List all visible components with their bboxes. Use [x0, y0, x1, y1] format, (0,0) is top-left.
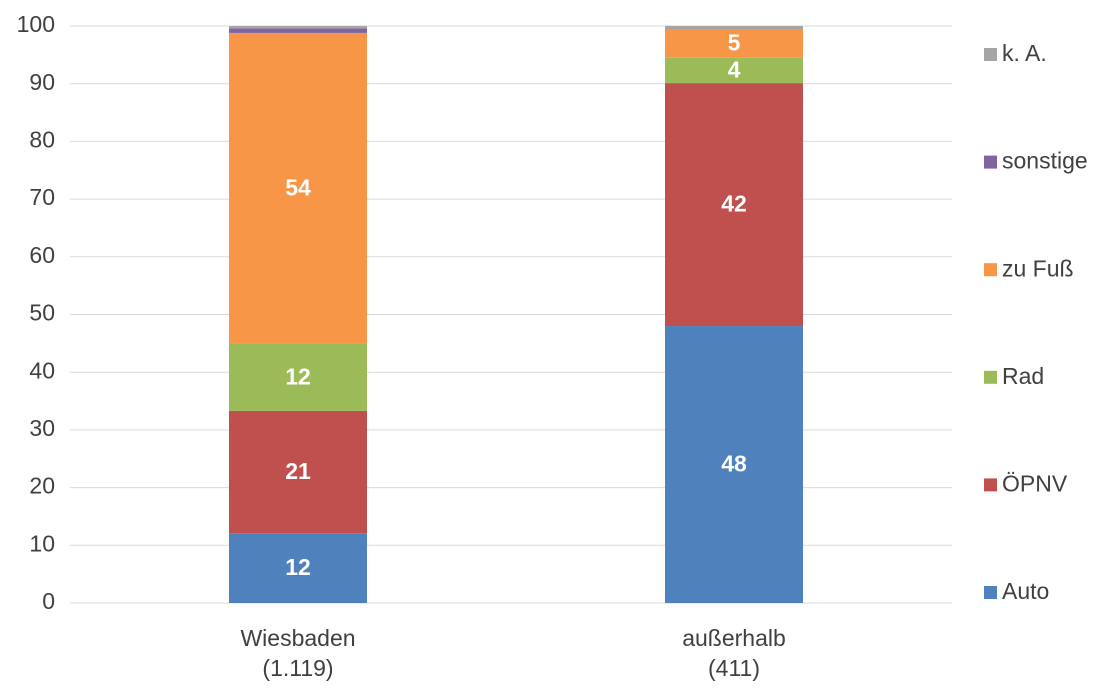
bar-segment	[665, 83, 803, 327]
legend-swatch	[984, 155, 997, 169]
legend-swatch	[984, 478, 997, 492]
y-tick-label: 50	[29, 300, 55, 326]
data-label: 21	[285, 458, 311, 484]
bar-segment	[665, 57, 803, 84]
bar-segment	[229, 343, 367, 411]
x-tick-label: (411)	[708, 655, 760, 681]
bar-segment	[665, 326, 803, 603]
x-tick-label: außerhalb	[682, 625, 786, 651]
legend-swatch	[984, 48, 997, 61]
data-label: 48	[721, 451, 747, 477]
legend-label: zu Fuß	[1002, 255, 1074, 281]
x-tick-label: (1.119)	[262, 655, 333, 681]
bar-segment	[665, 26, 803, 30]
y-tick-label: 80	[29, 126, 55, 152]
data-label: 12	[285, 363, 311, 389]
x-tick-label: Wiesbaden	[240, 625, 355, 651]
data-label: 12	[285, 554, 311, 580]
y-tick-label: 10	[29, 530, 55, 556]
bar-segment	[229, 26, 367, 29]
legend-label: k. A.	[1002, 40, 1047, 66]
bar-segment	[229, 28, 367, 33]
legend-label: ÖPNV	[1002, 470, 1068, 496]
y-tick-label: 60	[29, 242, 55, 268]
legend-swatch	[984, 586, 997, 599]
bar-segment	[229, 533, 367, 603]
data-label: 4	[728, 57, 741, 83]
y-tick-label: 20	[29, 473, 55, 499]
y-tick-label: 40	[29, 357, 55, 383]
y-tick-label: 90	[29, 69, 55, 95]
y-tick-label: 30	[29, 415, 55, 441]
legend-label: Rad	[1002, 363, 1044, 389]
legend-swatch	[984, 370, 997, 384]
legend-label: Auto	[1002, 578, 1049, 604]
y-tick-label: 100	[17, 11, 55, 37]
data-label: 42	[721, 191, 747, 217]
data-label: 5	[728, 30, 741, 56]
legend-label: sonstige	[1002, 148, 1088, 174]
y-tick-label: 70	[29, 184, 55, 210]
legend-swatch	[984, 263, 997, 277]
bar-segment	[229, 410, 367, 534]
y-tick-label: 0	[42, 588, 55, 614]
bar-segment	[665, 29, 803, 58]
data-label: 54	[285, 175, 311, 201]
bar-segment	[229, 32, 367, 344]
